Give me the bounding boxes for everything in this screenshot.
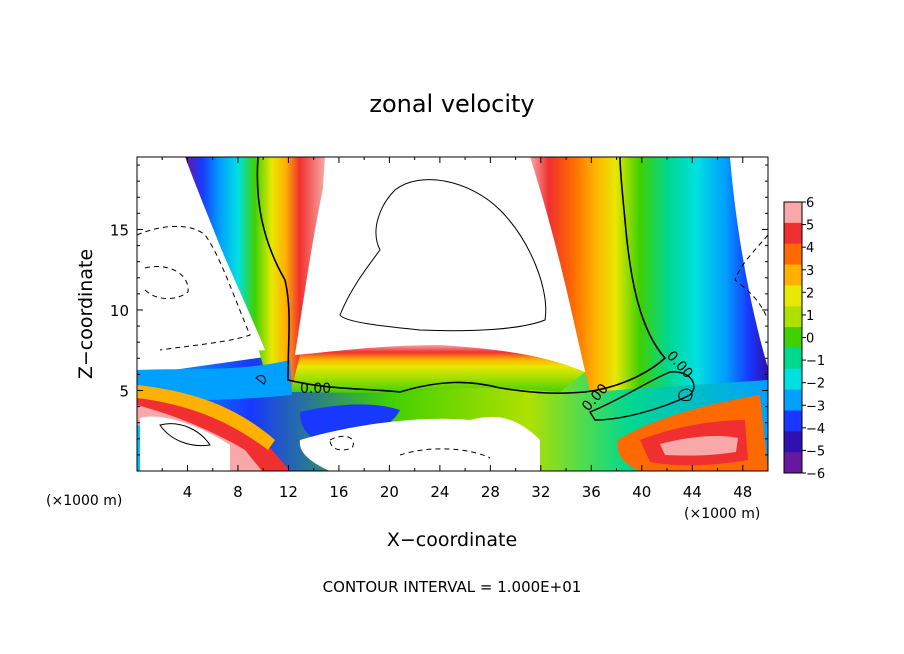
- colorbar-tick-label: −4: [806, 422, 825, 437]
- colorbar-tick-label: 4: [806, 241, 814, 256]
- x-tick-label: 20: [380, 483, 399, 501]
- colorbar-tick-label: −6: [806, 467, 825, 482]
- colorbar-tick-label: 6: [806, 196, 814, 211]
- colorbar-swatch: [784, 347, 802, 370]
- y-tick-label: 15: [110, 221, 129, 239]
- y-tick-label: 10: [110, 302, 129, 320]
- x-axis: 4 8 12 16 20 24 28 32 36 40 44 48: [161, 157, 752, 501]
- colorbar-swatch: [784, 327, 802, 349]
- x-unit-left: (×1000 m): [46, 493, 122, 509]
- colorbar-swatch: [784, 285, 802, 307]
- colorbar-tick-label: −5: [806, 444, 825, 459]
- colorbar-tick-label: 3: [806, 264, 814, 279]
- x-axis-label: X−coordinate: [387, 529, 517, 551]
- colorbar-swatch: [784, 389, 802, 411]
- colorbar-swatch: [784, 306, 802, 328]
- x-tick-label: 32: [531, 483, 550, 501]
- x-tick-label: 36: [582, 483, 601, 501]
- x-unit-right: (×1000 m): [684, 506, 760, 522]
- colorbar-tick-label: 2: [806, 286, 814, 301]
- colorbar-tick-label: −1: [806, 354, 825, 369]
- plot-frame: [136, 156, 769, 472]
- colorbar: 6 5 4 3 2 1 0 −1 −2 −3 −4 −5 −6: [783, 196, 825, 482]
- x-tick-label: 28: [481, 483, 500, 501]
- colorbar-swatch: [784, 243, 802, 266]
- colorbar-swatch: [784, 368, 802, 391]
- x-tick-label: 16: [329, 483, 348, 501]
- colorbar-tick-label: −3: [806, 399, 825, 414]
- y-axis: 5 10 15: [110, 164, 768, 456]
- colorbar-tick-label: 1: [806, 309, 814, 324]
- y-tick-label: 5: [119, 382, 129, 400]
- contour-interval-note: CONTOUR INTERVAL = 1.000E+01: [323, 578, 582, 596]
- x-tick-label: 8: [233, 483, 243, 501]
- plot-area: 0.00 0.00 0.00: [136, 156, 769, 472]
- y-axis-label: Z−coordinate: [75, 249, 97, 379]
- colorbar-tick-label: −2: [806, 377, 825, 392]
- colorbar-swatch: [784, 452, 802, 474]
- x-tick-label: 24: [430, 483, 449, 501]
- x-tick-label: 12: [279, 483, 298, 501]
- colorbar-swatch: [784, 222, 802, 245]
- contour-lines: [137, 157, 768, 459]
- colorbar-tick-label: 5: [806, 219, 814, 234]
- x-tick-label: 44: [683, 483, 702, 501]
- colorbar-tick-label: 0: [806, 332, 814, 347]
- x-tick-label: 48: [733, 483, 752, 501]
- chart-title: zonal velocity: [369, 90, 534, 118]
- x-tick-label: 40: [632, 483, 651, 501]
- x-tick-label: 4: [183, 483, 193, 501]
- colored-field: 0.00 0.00 0.00: [137, 157, 768, 471]
- colorbar-swatch: [784, 431, 802, 453]
- contour-label: 0.00: [300, 381, 331, 397]
- colorbar-swatch: [784, 202, 802, 224]
- colorbar-swatch: [784, 410, 802, 432]
- colorbar-swatch: [784, 264, 802, 286]
